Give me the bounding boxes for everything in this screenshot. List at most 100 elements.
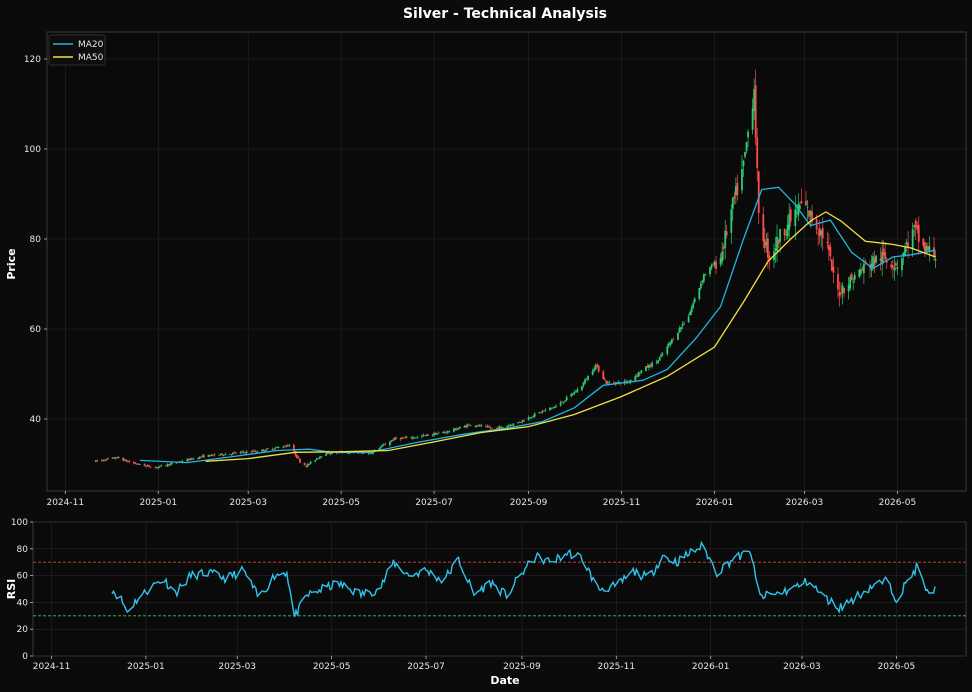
candle-body bbox=[245, 451, 248, 453]
candle-body bbox=[402, 437, 405, 439]
candle-body bbox=[228, 454, 231, 455]
candle-body bbox=[203, 455, 205, 458]
candle-body bbox=[594, 364, 597, 370]
candle-body bbox=[466, 424, 469, 427]
candle-body bbox=[498, 426, 501, 430]
candle-body bbox=[256, 451, 259, 453]
rsi-x-tick-label: 2025-11 bbox=[598, 662, 636, 672]
candle-body bbox=[186, 459, 189, 462]
candle-body bbox=[724, 230, 727, 248]
price-x-tick-label: 2026-05 bbox=[879, 498, 917, 508]
candle-body bbox=[303, 463, 306, 466]
candle-body bbox=[634, 376, 637, 381]
candle-body bbox=[655, 361, 658, 363]
candle-body bbox=[637, 372, 640, 377]
candle-body bbox=[367, 452, 370, 454]
candle-body bbox=[463, 425, 466, 428]
candle-body bbox=[690, 307, 693, 313]
rsi-x-tick-label: 2024-11 bbox=[33, 662, 71, 672]
candle-body bbox=[858, 269, 861, 277]
candle-body bbox=[213, 454, 216, 456]
rsi-grid bbox=[33, 521, 966, 657]
candle-body bbox=[754, 85, 757, 138]
candle-body bbox=[541, 411, 544, 413]
candle-body bbox=[832, 266, 835, 273]
candle-body bbox=[282, 446, 285, 448]
candle-body bbox=[678, 328, 681, 333]
candle-body bbox=[222, 455, 225, 456]
candle-body bbox=[171, 462, 173, 464]
rsi-x-tick-label: 2025-01 bbox=[127, 662, 165, 672]
candle-body bbox=[542, 410, 545, 412]
price-y-tick-label: 80 bbox=[30, 235, 42, 245]
candle-body bbox=[616, 382, 618, 384]
candle-body bbox=[125, 459, 128, 462]
candle-body bbox=[657, 360, 660, 363]
candle-body bbox=[585, 379, 588, 381]
price-x-tick-label: 2024-11 bbox=[46, 498, 84, 508]
candle-body bbox=[879, 258, 882, 262]
candle-body bbox=[597, 365, 600, 372]
candle-body bbox=[510, 425, 513, 427]
rsi-y-ticks: 0 20 40 60 80 100 bbox=[11, 518, 33, 662]
candle-body bbox=[922, 238, 925, 247]
rsi-y-tick-label: 80 bbox=[17, 545, 29, 555]
candle-body bbox=[704, 274, 707, 275]
candle-body bbox=[111, 457, 114, 459]
candle-body bbox=[459, 426, 461, 429]
price-y-axis-label: Price bbox=[5, 248, 18, 279]
candle-body bbox=[469, 425, 472, 426]
candle-body bbox=[722, 246, 725, 249]
candle-body bbox=[817, 232, 820, 234]
price-x-ticks: 2024-11 2025-01 2025-03 2025-05 2025-07 2025-… bbox=[46, 491, 916, 508]
candle-body bbox=[896, 267, 899, 269]
legend-ma50-label: MA50 bbox=[78, 53, 104, 63]
candle-body bbox=[361, 452, 364, 454]
candle-body bbox=[885, 261, 888, 263]
candle-body bbox=[873, 257, 876, 266]
candle-body bbox=[795, 212, 798, 214]
candle-body bbox=[317, 458, 320, 459]
candle-body bbox=[414, 437, 417, 439]
candle-body bbox=[315, 458, 318, 460]
candle-body bbox=[102, 459, 105, 461]
candle-body bbox=[166, 464, 169, 467]
candle-body bbox=[629, 379, 632, 383]
candle-body bbox=[741, 169, 743, 191]
candle-body bbox=[550, 407, 553, 409]
candle-body bbox=[422, 435, 425, 436]
candle-body bbox=[500, 426, 503, 428]
candle-body bbox=[916, 225, 919, 230]
moving-average-lines bbox=[139, 186, 936, 464]
candle-body bbox=[699, 283, 702, 289]
candle-body bbox=[126, 461, 129, 463]
candle-body bbox=[765, 242, 768, 246]
candle-body bbox=[529, 417, 532, 419]
candle-body bbox=[292, 444, 295, 452]
candle-body bbox=[564, 400, 567, 402]
candle-body bbox=[233, 452, 236, 454]
candle-body bbox=[436, 433, 439, 435]
candle-body bbox=[379, 446, 382, 449]
candle-body bbox=[532, 416, 535, 417]
price-y-tick-label: 100 bbox=[24, 145, 41, 155]
candle-body bbox=[681, 324, 684, 327]
candle-body bbox=[753, 89, 756, 111]
candle-body bbox=[606, 382, 609, 384]
rsi-x-tick-label: 2025-09 bbox=[503, 662, 541, 672]
candle-body bbox=[917, 224, 920, 242]
candle-body bbox=[154, 467, 157, 469]
candle-body bbox=[672, 339, 675, 341]
candle-body bbox=[841, 285, 844, 294]
candle-body bbox=[136, 463, 138, 465]
candle-body bbox=[617, 381, 620, 383]
candle-body bbox=[477, 424, 480, 426]
candle-body bbox=[523, 420, 525, 422]
price-y-tick-label: 120 bbox=[24, 55, 41, 65]
candle-body bbox=[669, 342, 672, 345]
candle-body bbox=[283, 446, 286, 448]
candle-body bbox=[196, 458, 199, 460]
candle-body bbox=[201, 455, 204, 457]
candle-body bbox=[262, 449, 265, 452]
